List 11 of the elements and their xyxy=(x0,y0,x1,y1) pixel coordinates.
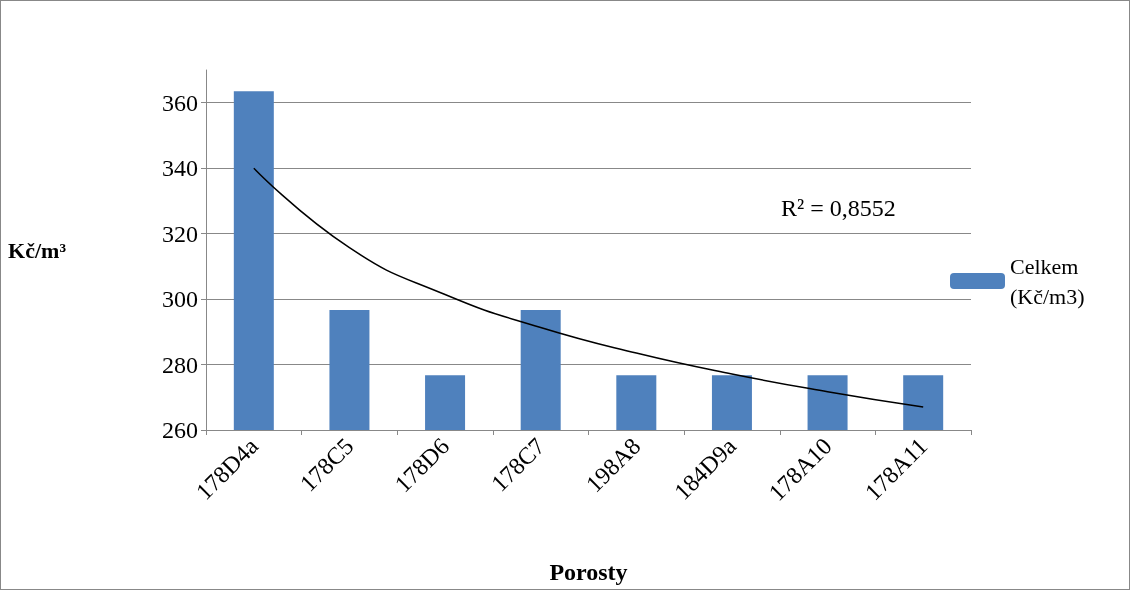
y-tick-label: 280 xyxy=(162,351,198,378)
y-tick-label: 320 xyxy=(162,220,198,247)
x-axis-title: Porosty xyxy=(549,559,628,585)
y-tick-label: 300 xyxy=(162,286,198,313)
legend-label: Celkem (Kč/m3) xyxy=(1010,253,1085,309)
y-tick-label: 360 xyxy=(162,89,198,116)
y-axis-title: Kč/m³ xyxy=(8,237,67,263)
annotation: R² = 0,8552 xyxy=(781,195,896,221)
y-tick-label: 260 xyxy=(162,417,198,443)
y-tick-label: 340 xyxy=(162,155,198,182)
line-series xyxy=(253,167,924,408)
